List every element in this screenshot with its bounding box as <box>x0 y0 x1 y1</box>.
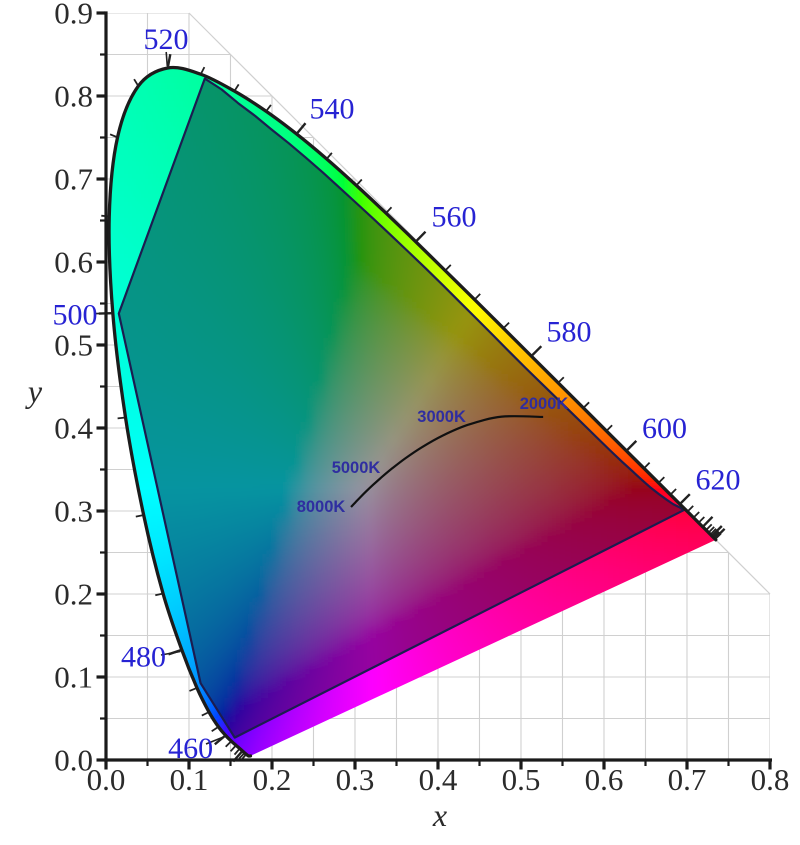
svg-text:0.9: 0.9 <box>54 0 93 31</box>
svg-text:0.0: 0.0 <box>87 762 126 797</box>
svg-text:600: 600 <box>642 412 687 445</box>
svg-text:3000K: 3000K <box>417 408 466 426</box>
svg-text:5000K: 5000K <box>332 459 381 477</box>
svg-text:620: 620 <box>696 464 741 497</box>
svg-text:480: 480 <box>121 641 166 674</box>
svg-text:0.7: 0.7 <box>668 762 707 797</box>
svg-text:0.3: 0.3 <box>54 494 93 529</box>
svg-text:520: 520 <box>144 23 189 56</box>
svg-text:540: 540 <box>310 93 355 126</box>
svg-text:0.8: 0.8 <box>751 762 790 797</box>
svg-text:580: 580 <box>547 316 592 349</box>
svg-text:2000K: 2000K <box>520 395 569 413</box>
svg-text:0.3: 0.3 <box>336 762 375 797</box>
svg-text:0.8: 0.8 <box>54 79 93 114</box>
svg-text:500: 500 <box>53 299 98 332</box>
svg-text:0.2: 0.2 <box>54 577 93 612</box>
svg-text:460: 460 <box>168 732 213 765</box>
svg-text:8000K: 8000K <box>297 498 346 516</box>
svg-text:0.4: 0.4 <box>54 411 93 446</box>
svg-text:0.6: 0.6 <box>54 245 93 280</box>
svg-text:0.0: 0.0 <box>54 743 93 778</box>
svg-text:0.1: 0.1 <box>170 762 209 797</box>
svg-text:x: x <box>432 797 447 833</box>
svg-text:0.4: 0.4 <box>419 762 458 797</box>
svg-text:0.7: 0.7 <box>54 162 93 197</box>
svg-text:0.5: 0.5 <box>502 762 541 797</box>
svg-text:0.1: 0.1 <box>54 660 93 695</box>
svg-text:0.2: 0.2 <box>253 762 292 797</box>
svg-text:0.5: 0.5 <box>54 328 93 363</box>
svg-text:y: y <box>25 373 43 409</box>
svg-text:0.6: 0.6 <box>585 762 624 797</box>
svg-text:560: 560 <box>432 201 477 234</box>
